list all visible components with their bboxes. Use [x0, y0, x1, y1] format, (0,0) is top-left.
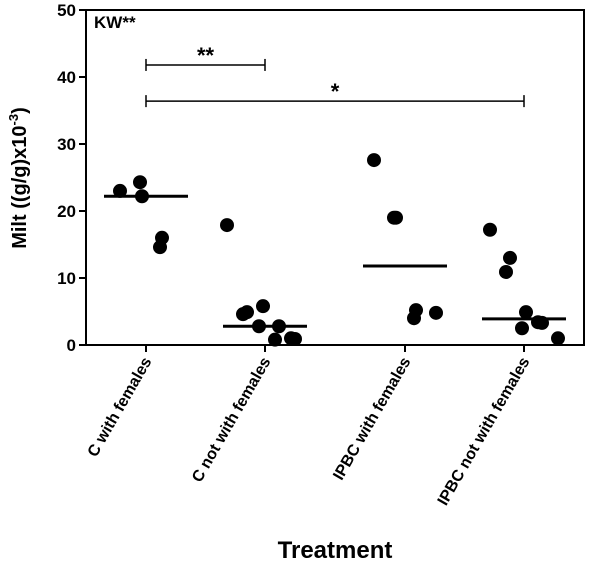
data-point [284, 331, 298, 346]
data-point [256, 299, 270, 314]
data-point [387, 210, 401, 225]
y-axis-label-text: Milt ((g/g)x10 [9, 125, 31, 248]
y-tick-label: 0 [67, 336, 76, 355]
y-axis-label-tail: ) [9, 107, 31, 114]
data-point [153, 240, 167, 255]
y-axis-label-sup: -3 [6, 114, 21, 126]
x-tick-label: IPBC with females [330, 354, 414, 483]
significance-bracket [145, 95, 525, 108]
x-tick-label: C with females [85, 354, 156, 460]
data-point [268, 332, 282, 347]
annotation: KW** [94, 13, 136, 32]
data-point [236, 307, 250, 322]
y-tick-label: 10 [57, 269, 76, 288]
y-axis-label: Milt ((g/g)x10-3) [6, 107, 31, 249]
y-tick-label: 40 [57, 68, 76, 87]
data-point [113, 183, 127, 198]
x-tick-label: IPBC not with females [435, 354, 534, 508]
y-tick-label: 30 [57, 135, 76, 154]
significance-label: * [331, 79, 340, 104]
data-point [499, 264, 513, 279]
x-axis-label: Treatment [278, 537, 393, 564]
y-tick-label: 20 [57, 202, 76, 221]
data-point [551, 331, 565, 346]
data-point [429, 305, 443, 320]
data-point [515, 321, 529, 336]
significance-bracket [145, 58, 266, 71]
data-point [220, 218, 234, 233]
plot-frame [85, 9, 585, 346]
data-point [483, 222, 497, 237]
x-tick-label: C not with females [189, 354, 274, 485]
y-tick-label: 50 [57, 1, 76, 20]
data-point [367, 153, 381, 168]
data-point [503, 250, 517, 265]
data-point [531, 315, 545, 330]
data-point [133, 175, 147, 190]
data-point [407, 311, 421, 326]
data-point [519, 305, 533, 320]
significance-label: ** [197, 43, 215, 68]
